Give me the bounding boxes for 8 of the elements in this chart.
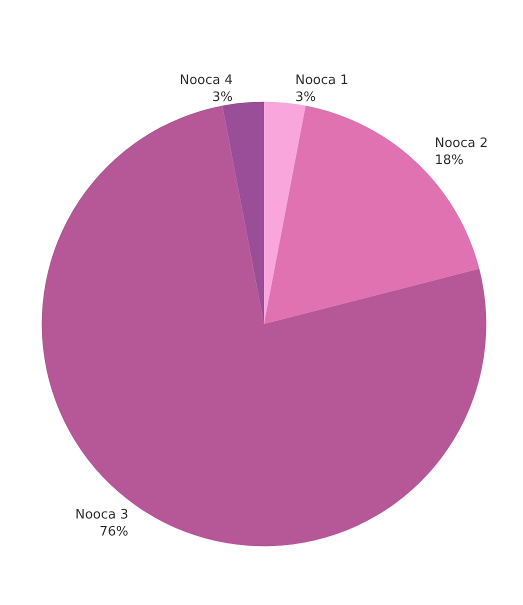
data-label: 18% bbox=[434, 152, 464, 168]
data-label: 3% bbox=[212, 90, 233, 105]
data-label: 76% bbox=[99, 524, 128, 540]
slice-label: Nooca 2 bbox=[434, 136, 488, 151]
data-label: 3% bbox=[295, 90, 316, 105]
slice-label: Nooca 4 bbox=[180, 72, 233, 88]
slice-label: Nooca 1 bbox=[295, 72, 348, 88]
slice-label: Nooca 3 bbox=[75, 507, 128, 522]
